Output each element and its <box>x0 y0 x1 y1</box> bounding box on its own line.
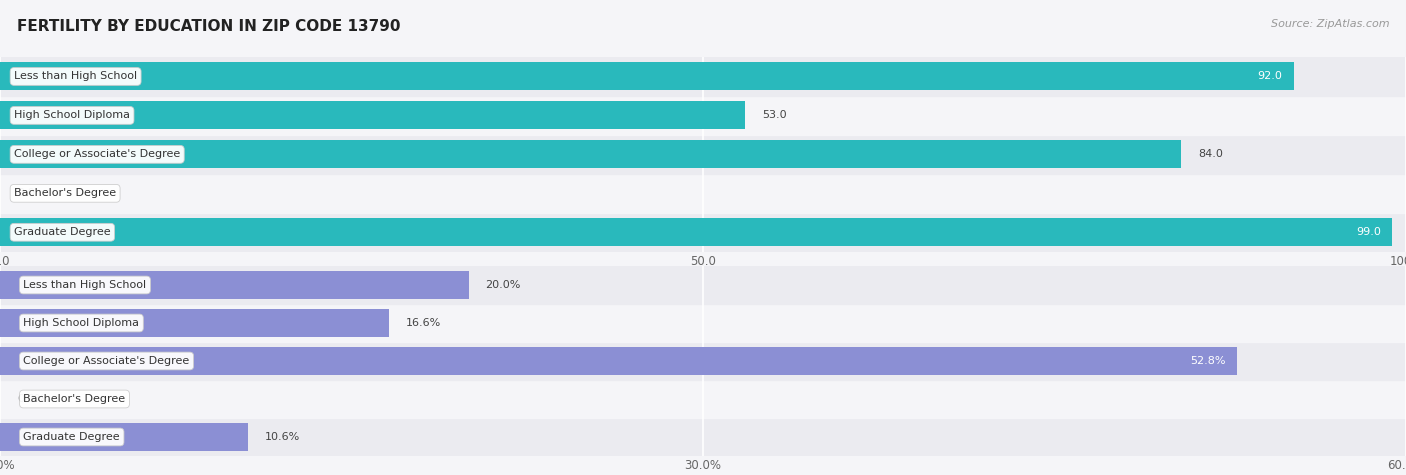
Text: FERTILITY BY EDUCATION IN ZIP CODE 13790: FERTILITY BY EDUCATION IN ZIP CODE 13790 <box>17 19 401 34</box>
Bar <box>0 101 745 130</box>
Text: High School Diploma: High School Diploma <box>14 110 131 121</box>
Bar <box>0 271 468 299</box>
Text: 20.0%: 20.0% <box>485 280 520 290</box>
Bar <box>0 266 1406 304</box>
Text: 52.8%: 52.8% <box>1191 356 1226 366</box>
Bar <box>0 418 1406 456</box>
Bar <box>0 213 1406 252</box>
Text: Less than High School: Less than High School <box>14 71 138 82</box>
Text: 16.6%: 16.6% <box>406 318 441 328</box>
Text: Graduate Degree: Graduate Degree <box>14 227 111 238</box>
Bar <box>0 57 1406 96</box>
Text: 10.6%: 10.6% <box>266 432 301 442</box>
Text: 0.0: 0.0 <box>17 188 35 199</box>
Text: College or Associate's Degree: College or Associate's Degree <box>24 356 190 366</box>
Text: Source: ZipAtlas.com: Source: ZipAtlas.com <box>1271 19 1389 29</box>
Text: 84.0: 84.0 <box>1198 149 1223 160</box>
Bar <box>0 140 1181 169</box>
Text: Bachelor's Degree: Bachelor's Degree <box>24 394 125 404</box>
Text: 0.0%: 0.0% <box>17 394 45 404</box>
Text: Less than High School: Less than High School <box>24 280 146 290</box>
Text: Bachelor's Degree: Bachelor's Degree <box>14 188 117 199</box>
Text: 53.0: 53.0 <box>762 110 787 121</box>
Text: 99.0: 99.0 <box>1355 227 1381 238</box>
Bar <box>0 218 1392 247</box>
Bar <box>0 96 1406 135</box>
Bar <box>0 423 249 451</box>
Bar <box>0 309 389 337</box>
Bar <box>0 135 1406 174</box>
Bar <box>0 347 1237 375</box>
Text: 92.0: 92.0 <box>1257 71 1282 82</box>
Bar <box>0 62 1294 91</box>
Text: College or Associate's Degree: College or Associate's Degree <box>14 149 180 160</box>
Bar <box>0 304 1406 342</box>
Text: Graduate Degree: Graduate Degree <box>24 432 120 442</box>
Bar <box>0 342 1406 380</box>
Bar <box>0 174 1406 213</box>
Bar <box>0 380 1406 418</box>
Text: High School Diploma: High School Diploma <box>24 318 139 328</box>
